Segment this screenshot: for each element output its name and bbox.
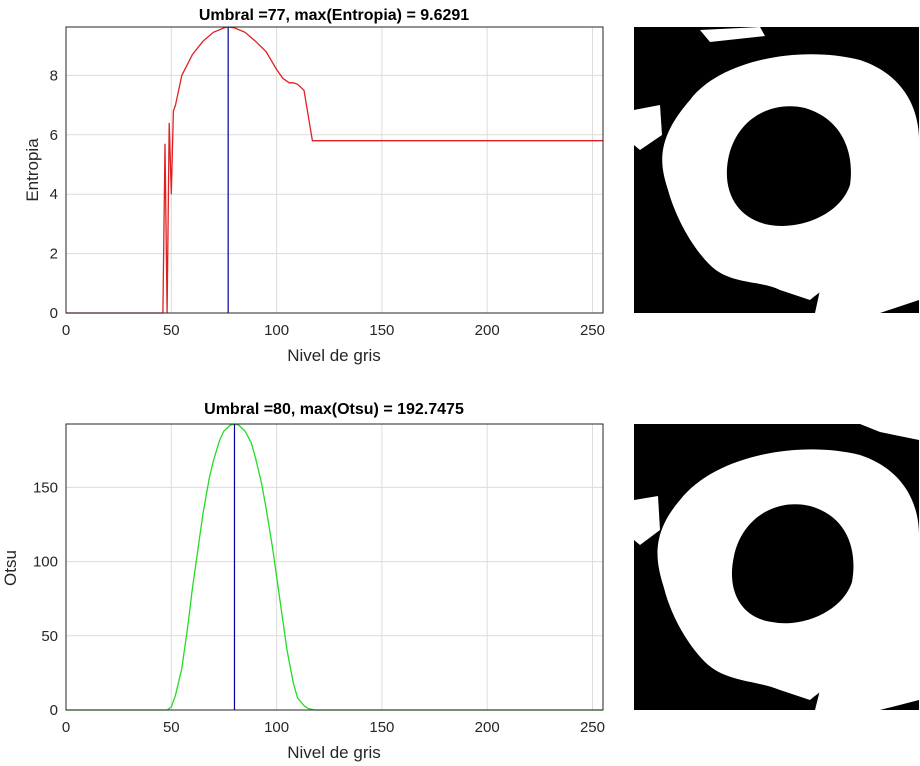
series-line	[66, 423, 603, 711]
y-axis-label: Entropia	[23, 138, 42, 202]
y-axis-label: Otsu	[1, 550, 20, 586]
series-group	[66, 423, 603, 711]
y-tick-label: 8	[50, 67, 58, 84]
series-line	[66, 26, 603, 314]
entropia-chart: Umbral =77, max(Entropia) = 9.6291 0 50 10…	[23, 7, 605, 365]
binary-image-otsu	[634, 424, 919, 710]
grid	[65, 27, 603, 314]
x-tick-label: 200	[475, 719, 500, 736]
series-group	[66, 26, 603, 314]
y-tick-label: 50	[41, 628, 58, 645]
x-tick-label: 150	[369, 322, 394, 339]
y-tick-label: 6	[50, 127, 58, 144]
x-tick-label: 150	[369, 719, 394, 736]
x-tick-label: 100	[264, 322, 289, 339]
x-tick-label: 50	[163, 322, 180, 339]
plot-frame	[65, 26, 604, 314]
x-axis-label: Nivel de gris	[287, 743, 381, 762]
y-tick-label: 2	[50, 246, 58, 263]
x-tick-label: 250	[580, 322, 605, 339]
x-tick-label: 200	[475, 322, 500, 339]
grid	[65, 424, 603, 711]
otsu-chart: Umbral =80, max(Otsu) = 192.7475 0 50 100 1…	[1, 401, 605, 762]
x-tick-label: 250	[580, 719, 605, 736]
x-tick-label: 0	[62, 719, 70, 736]
x-tick-label: 50	[163, 719, 180, 736]
binary-image-entropia	[634, 27, 919, 313]
tick-labels: 0 50 100 150 200 250 0 2 4 6 8	[50, 67, 605, 339]
y-tick-label: 0	[50, 702, 58, 719]
y-tick-label: 150	[33, 479, 58, 496]
plot-frame	[65, 423, 604, 711]
x-tick-label: 100	[264, 719, 289, 736]
chart-title: Umbral =77, max(Entropia) = 9.6291	[199, 7, 469, 24]
tick-labels: 0 50 100 150 200 250 0 50 100 150	[33, 479, 605, 736]
chart-title: Umbral =80, max(Otsu) = 192.7475	[204, 401, 464, 418]
x-axis-label: Nivel de gris	[287, 346, 381, 365]
y-tick-label: 0	[50, 305, 58, 322]
y-tick-label: 100	[33, 554, 58, 571]
y-tick-label: 4	[50, 186, 58, 203]
x-tick-label: 0	[62, 322, 70, 339]
